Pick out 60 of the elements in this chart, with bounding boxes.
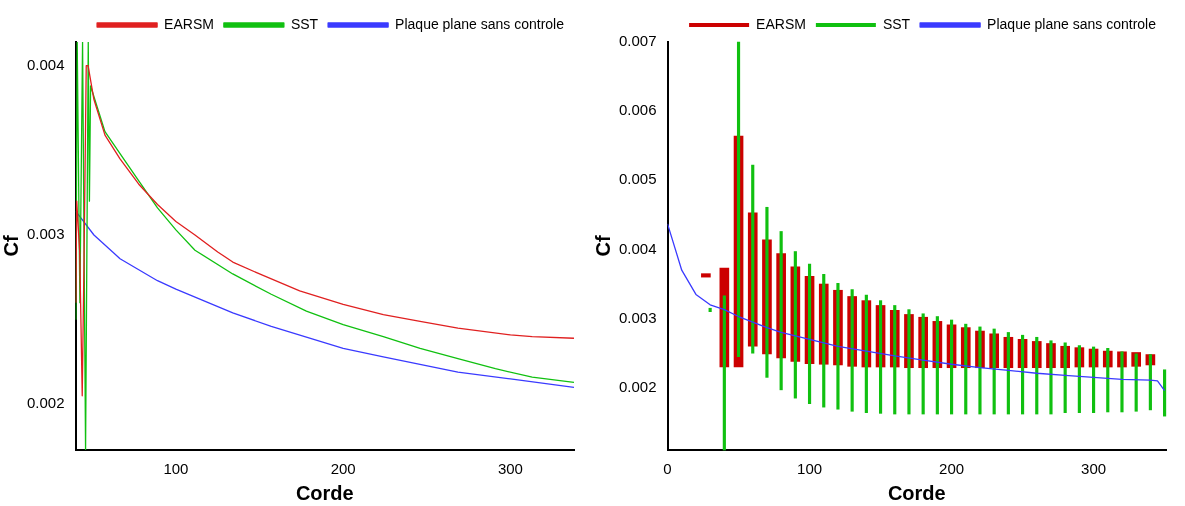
- bar: [765, 206, 769, 378]
- y-axis-title: Cf: [0, 235, 22, 257]
- x-tick-label: 200: [330, 460, 356, 478]
- y-tick-label: 0.006: [618, 101, 657, 119]
- bar: [708, 307, 712, 313]
- bar: [793, 251, 797, 399]
- y-tick-label: 0.002: [618, 377, 657, 395]
- bar: [1020, 334, 1025, 415]
- bar: [992, 328, 996, 415]
- bar: [1091, 346, 1096, 413]
- bar: [978, 326, 982, 415]
- bar: [822, 274, 826, 408]
- legend-label: EARSM: [756, 15, 806, 32]
- x-tick-label: 0: [663, 460, 672, 478]
- legend-label: Plaque plane sans controle: [395, 15, 565, 32]
- y-tick-label: 0.003: [26, 225, 65, 243]
- bar: [850, 289, 854, 412]
- bar: [1106, 348, 1110, 413]
- bar: [935, 316, 939, 415]
- y-tick-label: 0.002: [26, 394, 65, 412]
- y-tick-label: 0.004: [618, 239, 657, 257]
- bar: [1006, 332, 1010, 415]
- bar: [907, 309, 911, 415]
- bar: [864, 294, 868, 413]
- bar: [701, 273, 711, 278]
- legend-label: EARSM: [164, 15, 214, 32]
- y-tick-label: 0.007: [618, 32, 657, 50]
- y-tick-label: 0.004: [26, 55, 65, 73]
- legend-label: Plaque plane sans controle: [987, 15, 1157, 32]
- legend-label: SST: [290, 15, 319, 32]
- bar: [1163, 369, 1167, 417]
- bar: [1063, 342, 1067, 413]
- bar: [949, 319, 954, 415]
- bar: [921, 313, 925, 415]
- bar: [807, 263, 812, 404]
- bar: [964, 323, 968, 415]
- x-axis-title: Corde: [887, 481, 946, 504]
- bar: [893, 305, 897, 415]
- y-tick-label: 0.005: [618, 170, 657, 188]
- x-tick-label: 100: [163, 460, 189, 478]
- bar: [722, 295, 726, 451]
- x-axis-title: Corde: [295, 481, 354, 504]
- bar: [836, 283, 840, 410]
- bar: [1134, 353, 1138, 412]
- x-tick-label: 100: [797, 460, 823, 478]
- y-tick-label: 0.003: [618, 308, 657, 326]
- bar: [751, 164, 755, 354]
- bar: [736, 41, 741, 357]
- bar: [1077, 345, 1081, 413]
- bar: [779, 231, 783, 391]
- y-axis-title: Cf: [591, 235, 614, 257]
- bar: [1049, 340, 1053, 415]
- bar: [878, 300, 883, 414]
- bar: [1120, 351, 1124, 413]
- legend-label: SST: [882, 15, 911, 32]
- x-tick-label: 300: [1081, 460, 1107, 478]
- x-tick-label: 300: [497, 460, 523, 478]
- x-tick-label: 200: [939, 460, 965, 478]
- bar: [1148, 354, 1152, 411]
- bar: [1035, 336, 1039, 415]
